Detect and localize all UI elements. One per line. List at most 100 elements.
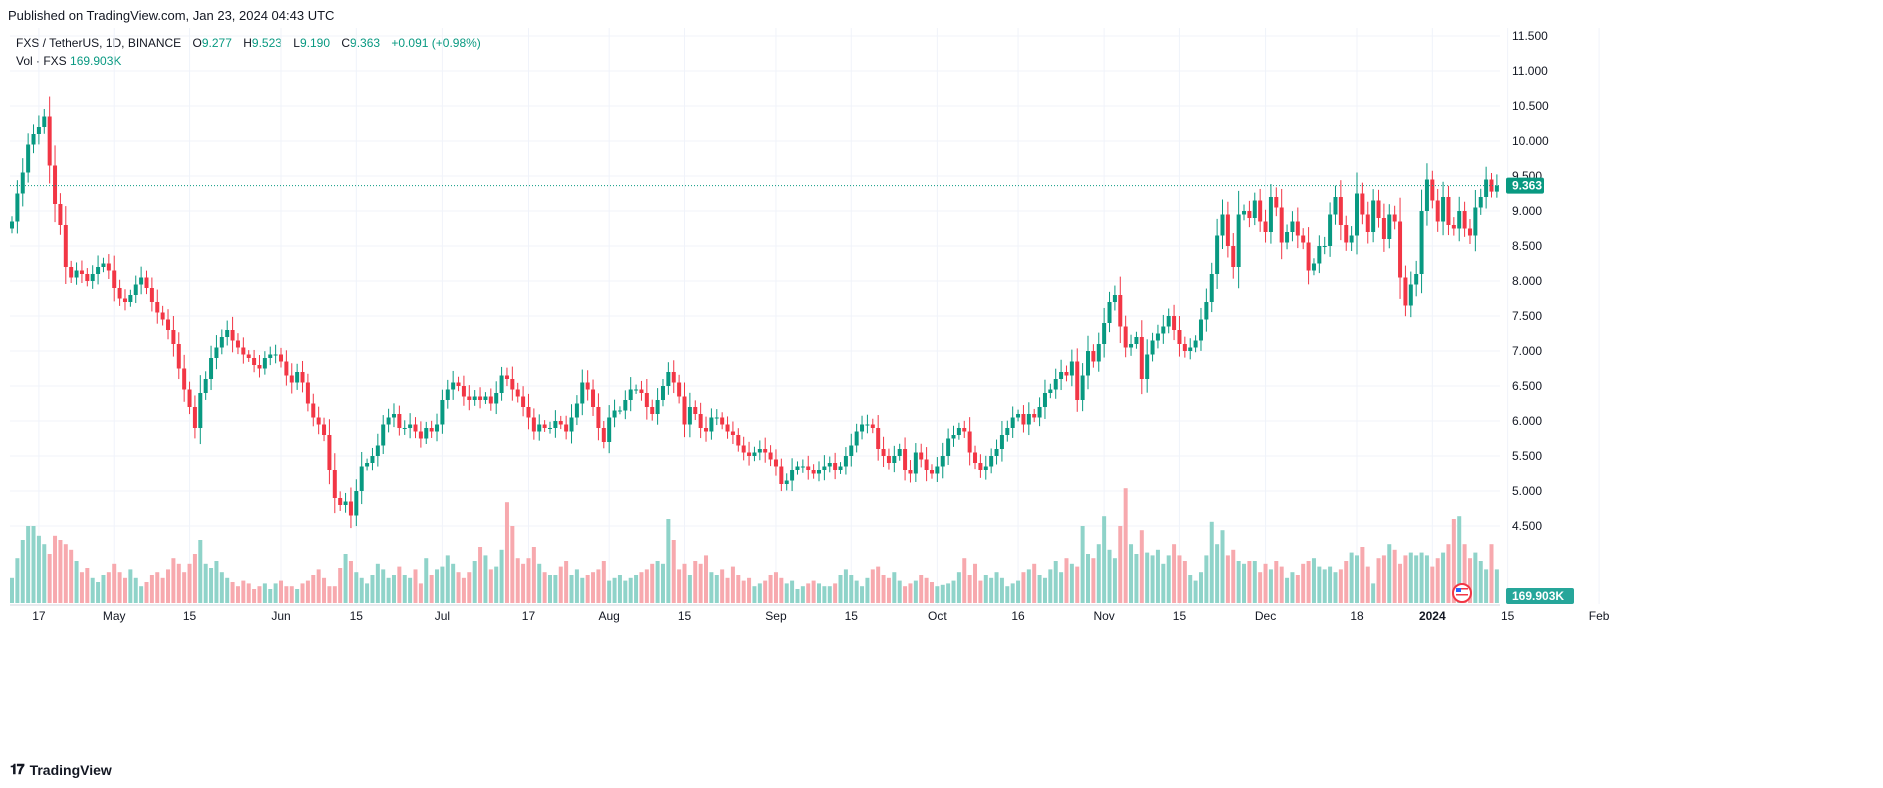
candle-body <box>241 347 246 355</box>
flag-stripe <box>1456 597 1468 599</box>
price-tick-label: 8.000 <box>1512 274 1542 288</box>
candle-body <box>1371 200 1376 232</box>
volume-bar <box>1268 569 1273 603</box>
candle-body <box>1392 214 1397 222</box>
candle-body <box>354 491 359 516</box>
volume-bar <box>666 519 671 603</box>
volume-bar <box>375 563 380 603</box>
volume-bar <box>585 575 590 603</box>
candle-body <box>47 116 52 166</box>
volume-bar <box>1102 516 1107 603</box>
candle-body <box>714 417 719 419</box>
volume-bar <box>1242 563 1247 603</box>
volume-bar <box>79 572 84 603</box>
candle-body <box>198 393 203 428</box>
volume-bar <box>935 586 940 603</box>
candle-body <box>1344 225 1349 243</box>
volume-bar <box>300 583 305 603</box>
candle-body <box>639 389 644 393</box>
candle-body <box>461 386 466 397</box>
candle-body <box>1145 354 1150 379</box>
price-tick-label: 7.000 <box>1512 344 1542 358</box>
candle-body <box>348 501 353 516</box>
volume-bar <box>284 586 289 603</box>
price-tick-label: 11.000 <box>1512 64 1548 78</box>
candle-body <box>408 424 413 428</box>
price-axis[interactable]: 11.50011.00010.50010.0009.5009.0008.5008… <box>1512 29 1549 533</box>
candle-body <box>494 393 499 404</box>
volume-bar <box>913 580 918 603</box>
volume-bar <box>999 577 1004 603</box>
volume-bar <box>752 586 757 603</box>
volume-bar <box>1371 583 1376 603</box>
candle-body <box>1419 211 1424 274</box>
candle-body <box>892 456 897 463</box>
volume-bar <box>252 589 257 603</box>
volume-bar <box>1118 526 1123 603</box>
volume-bar <box>773 572 778 603</box>
candle-body <box>870 424 875 428</box>
volume-bar <box>192 554 197 603</box>
volume-bar <box>1376 558 1381 603</box>
candle-body <box>20 172 25 194</box>
candle-body <box>1155 333 1160 341</box>
volume-bar <box>978 580 983 603</box>
candle-body <box>687 407 692 425</box>
candle-body <box>1021 414 1026 425</box>
candle-body <box>843 456 848 467</box>
candle-body <box>176 344 181 369</box>
candle-body <box>876 428 881 449</box>
candle-body <box>402 428 407 429</box>
volume-bar <box>1069 563 1074 603</box>
candle-body <box>553 421 558 428</box>
candle-body <box>1172 316 1177 330</box>
candle-body <box>1414 274 1419 285</box>
last-volume-badge <box>1506 588 1574 604</box>
candle-body <box>768 452 773 460</box>
volume-bar <box>940 584 945 603</box>
volume-bar <box>122 577 127 603</box>
last-price-badge-label: 9.363 <box>1512 179 1542 193</box>
volume-bar <box>1457 516 1462 603</box>
volume-bar <box>655 561 660 603</box>
volume-bar <box>800 586 805 603</box>
volume-bar <box>230 582 235 603</box>
candle-body <box>192 407 197 428</box>
volume-bar <box>601 561 606 603</box>
candle-body <box>440 400 445 425</box>
flag-stripe <box>1456 591 1468 593</box>
volume-bar <box>1037 575 1042 603</box>
volume-bar <box>1381 555 1386 603</box>
volume-bar <box>1333 572 1338 603</box>
volume-bar <box>386 577 391 603</box>
time-tick-label: Jul <box>435 609 450 623</box>
candle-body <box>149 288 154 302</box>
volume-bar <box>58 540 63 603</box>
volume-bar <box>1279 566 1284 603</box>
volume-bar <box>90 577 95 603</box>
volume-bar <box>327 586 332 603</box>
candle-body <box>1322 246 1327 247</box>
volume-bar <box>1408 552 1413 603</box>
candle-body <box>1424 179 1429 211</box>
candle-body <box>451 382 456 390</box>
candle-body <box>709 417 714 432</box>
candle-body <box>542 424 547 428</box>
volume-bar <box>219 572 224 603</box>
candle-body <box>1247 211 1252 218</box>
candle-body <box>230 330 235 341</box>
time-tick-label: 16 <box>1011 609 1025 623</box>
candle-body <box>1338 197 1343 225</box>
volume-bar <box>85 568 90 603</box>
us-flag-icon[interactable] <box>1452 583 1472 603</box>
volume-bar <box>1161 563 1166 603</box>
candle-body <box>112 270 117 288</box>
candle-body <box>472 396 477 400</box>
volume-bar <box>687 575 692 603</box>
candle-body <box>252 358 257 365</box>
time-axis[interactable]: 17 May 15 Jun 15 Jul 17 Aug 15 Sep 15 Oct 16 Nov 15 Dec… <box>32 609 1610 623</box>
time-tick-label: 2024 <box>1419 609 1446 623</box>
volume-bars <box>10 488 1499 603</box>
volume-bar <box>1016 580 1021 603</box>
